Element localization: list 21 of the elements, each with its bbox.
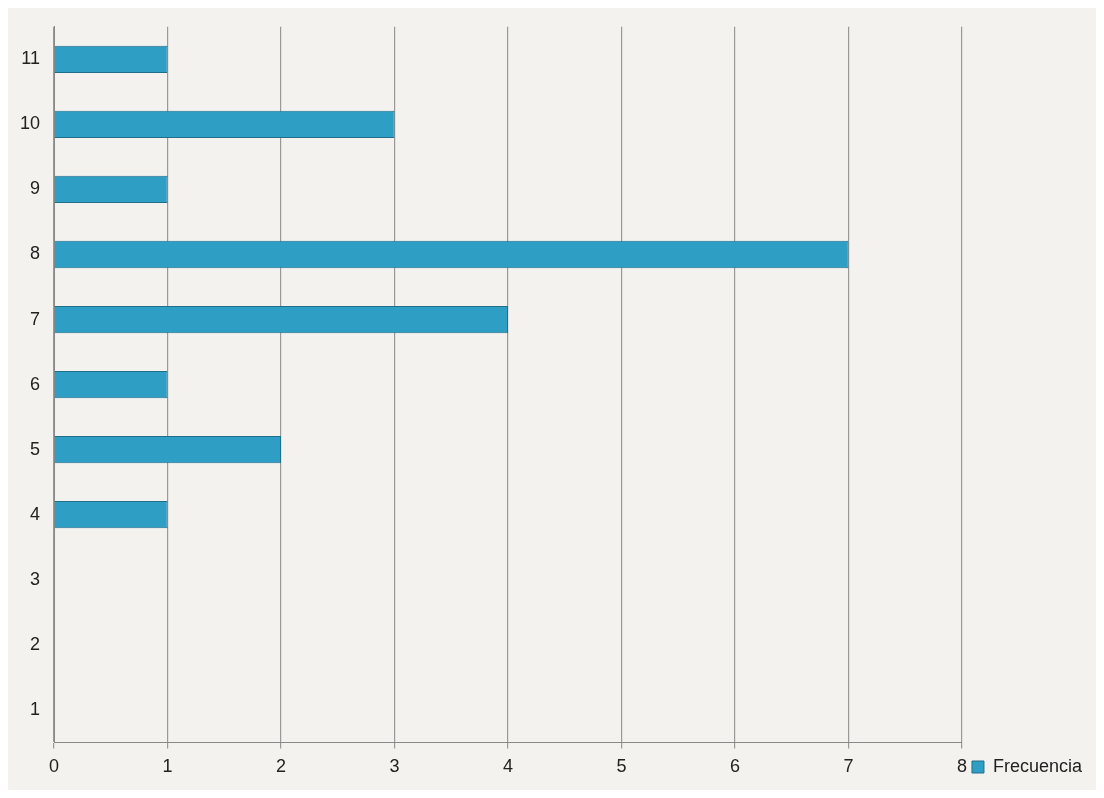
y-tick-label: 11 (21, 48, 41, 69)
y-tick-label: 9 (30, 178, 41, 199)
y-tick-label: 4 (30, 503, 41, 524)
x-tick-label: 4 (502, 756, 513, 777)
x-tick-label: 0 (49, 756, 60, 777)
x-tick-label: 8 (956, 756, 967, 777)
y-tick-label: 6 (30, 373, 41, 394)
y-tick-label: 5 (30, 438, 41, 459)
y-tick-label: 2 (30, 633, 41, 654)
y-tick-label: 7 (30, 308, 41, 329)
y-tick-label: 8 (30, 243, 41, 264)
x-tick-label: 1 (162, 756, 173, 777)
y-tick-label: 3 (30, 568, 41, 589)
legend-label: Frecuencia (992, 755, 1083, 776)
y-tick-label: 10 (19, 113, 41, 134)
x-tick-label: 3 (389, 756, 400, 777)
x-tick-label: 6 (729, 756, 740, 777)
x-tick-label: 2 (276, 756, 287, 777)
x-tick-label: 5 (616, 756, 627, 777)
x-tick-label: 7 (843, 756, 854, 777)
y-tick-label: 1 (30, 698, 41, 719)
